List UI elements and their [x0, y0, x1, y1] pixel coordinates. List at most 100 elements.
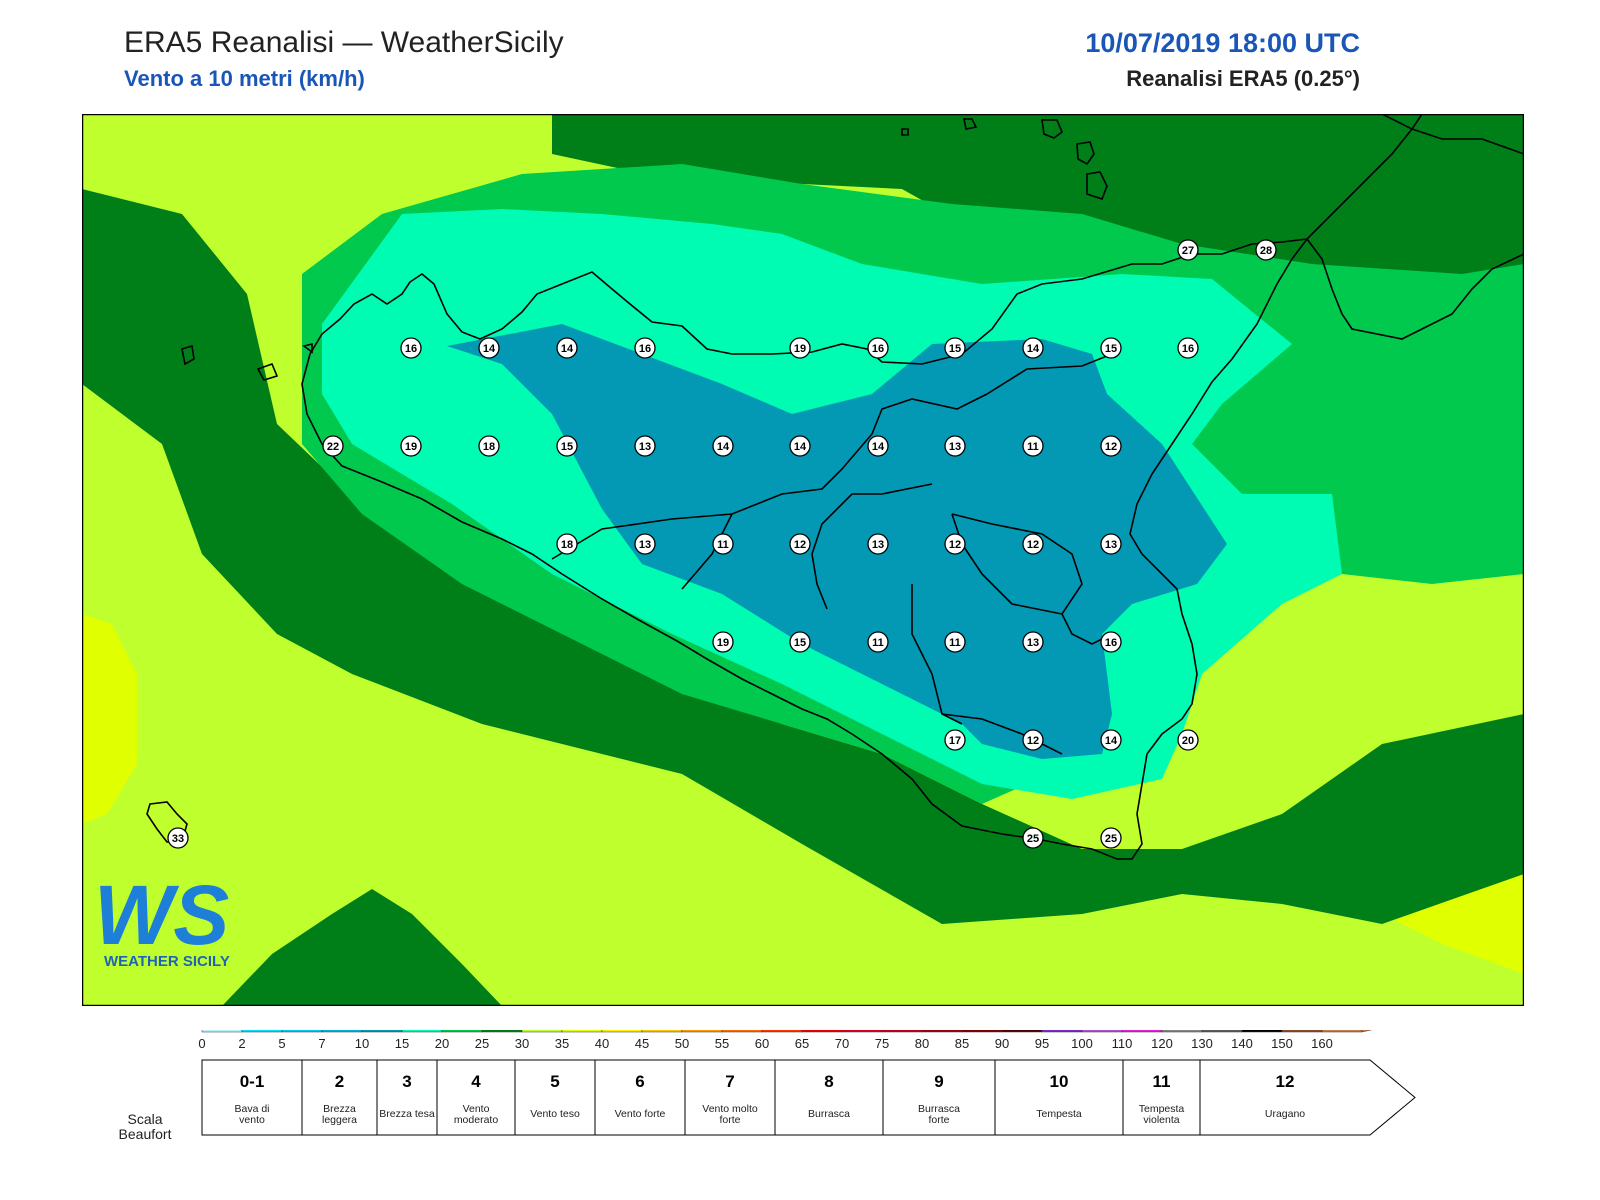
- colorbar-segment: [961, 1030, 1003, 1033]
- colorbar-segment: [1001, 1030, 1043, 1033]
- wind-station: 16: [867, 337, 889, 359]
- station-value: 14: [794, 441, 807, 453]
- station-marker: [478, 435, 500, 457]
- beaufort-description: Burrasca: [808, 1108, 850, 1120]
- wind-station: 33: [167, 827, 189, 849]
- station-marker: [400, 435, 422, 457]
- colorbar-segment: [1081, 1030, 1123, 1033]
- colorbar-tick: 7: [318, 1036, 325, 1051]
- beaufort-description: vento: [239, 1114, 265, 1126]
- calabria-coast: [1306, 114, 1524, 340]
- colorbar-tick: 15: [395, 1036, 409, 1051]
- station-marker: [867, 533, 889, 555]
- station-value: 16: [872, 343, 884, 355]
- wind-station: 12: [789, 533, 811, 555]
- wind-station: 12: [1022, 533, 1044, 555]
- station-marker: [167, 827, 189, 849]
- colorbar-tick: 55: [715, 1036, 729, 1051]
- wind-station: 19: [712, 631, 734, 653]
- station-value: 14: [872, 441, 885, 453]
- model-label: Reanalisi ERA5 (0.25°): [1126, 66, 1360, 91]
- beaufort-cell-box: [684, 1059, 776, 1136]
- station-marker: [867, 631, 889, 653]
- beaufort-number: 9: [934, 1072, 943, 1091]
- wind-map: 27 28 16 14 14 16 19 16 15 14 15 16 22 19 18 15 13 14 14 14…: [82, 114, 1524, 1006]
- coastline: [146, 114, 1524, 860]
- colorbar-tick: 160: [1311, 1036, 1333, 1051]
- colorbar-tick: 85: [955, 1036, 969, 1051]
- station-value: 14: [717, 441, 730, 453]
- beaufort-cell-box: [1122, 1059, 1201, 1136]
- calabria-tip: [1381, 114, 1524, 155]
- colorbar-tick: 65: [795, 1036, 809, 1051]
- station-value: 15: [794, 637, 806, 649]
- station-marker: [1177, 239, 1199, 261]
- colorbar-tick: 45: [635, 1036, 649, 1051]
- wind-stations: 27 28 16 14 14 16 19 16 15 14 15 16 22 19 18 15 13 14 14 14…: [167, 239, 1277, 849]
- station-value: 16: [1182, 343, 1194, 355]
- station-marker: [556, 337, 578, 359]
- wind-station: 27: [1177, 239, 1199, 261]
- station-value: 28: [1260, 245, 1272, 257]
- colorbar-segment: [481, 1030, 523, 1033]
- station-value: 18: [483, 441, 495, 453]
- colorbar-segment: [441, 1030, 483, 1033]
- wind-station: 16: [400, 337, 422, 359]
- wind-station: 14: [556, 337, 578, 359]
- egadi-islands: [181, 342, 313, 381]
- station-marker: [1100, 729, 1122, 751]
- station-value: 25: [1105, 833, 1117, 845]
- station-marker: [400, 337, 422, 359]
- station-value: 16: [405, 343, 417, 355]
- colorbar-segment: [1281, 1030, 1323, 1033]
- station-marker: [1100, 435, 1122, 457]
- field-25-30: [82, 189, 1524, 924]
- wind-station: 13: [944, 435, 966, 457]
- beaufort-number: 4: [471, 1072, 481, 1091]
- wind-station: 15: [789, 631, 811, 653]
- colorbar-segment: [681, 1030, 723, 1033]
- station-value: 20: [1182, 735, 1194, 747]
- colorbar-segment: [1121, 1030, 1163, 1033]
- station-marker: [789, 337, 811, 359]
- wind-station: 16: [634, 337, 656, 359]
- wind-station: 20: [1177, 729, 1199, 751]
- station-value: 12: [794, 539, 806, 551]
- station-marker: [1100, 827, 1122, 849]
- beaufort-cell: 10 Tempesta: [994, 1059, 1124, 1136]
- station-value: 19: [794, 343, 806, 355]
- region-borders: [551, 353, 1113, 755]
- beaufort-description: Vento: [463, 1103, 490, 1115]
- beaufort-description: Burrasca: [918, 1103, 960, 1115]
- field-35-40-west: [82, 614, 137, 824]
- colorbar-segment: [1161, 1030, 1203, 1033]
- beaufort-description: Vento teso: [530, 1108, 580, 1120]
- beaufort-number: 10: [1050, 1072, 1069, 1091]
- colorbar-segment: [561, 1030, 603, 1033]
- map-subtitle: Vento a 10 metri (km/h): [124, 66, 365, 91]
- station-marker: [634, 533, 656, 555]
- wind-station: 19: [789, 337, 811, 359]
- wind-station: 18: [478, 435, 500, 457]
- wind-station: 19: [400, 435, 422, 457]
- sicily-coastline: [301, 237, 1309, 860]
- station-marker: [478, 337, 500, 359]
- beaufort-cell-box: [376, 1059, 438, 1136]
- beaufort-description: violenta: [1143, 1114, 1179, 1126]
- station-value: 12: [1027, 539, 1039, 551]
- wind-station: 14: [478, 337, 500, 359]
- wind-station: 13: [867, 533, 889, 555]
- beaufort-number: 6: [635, 1072, 644, 1091]
- beaufort-number: 2: [335, 1072, 344, 1091]
- colorbar-segment: [1241, 1030, 1283, 1033]
- wind-station: 13: [634, 533, 656, 555]
- station-marker: [1022, 533, 1044, 555]
- colorbar-segment: [1201, 1030, 1243, 1033]
- colorbar-segment: [841, 1030, 883, 1033]
- beaufort-cell-box: [1199, 1059, 1416, 1136]
- colorbar-tick: 60: [755, 1036, 769, 1051]
- colorbar-segment: [361, 1030, 403, 1033]
- station-value: 16: [1105, 637, 1117, 649]
- wind-station: 25: [1100, 827, 1122, 849]
